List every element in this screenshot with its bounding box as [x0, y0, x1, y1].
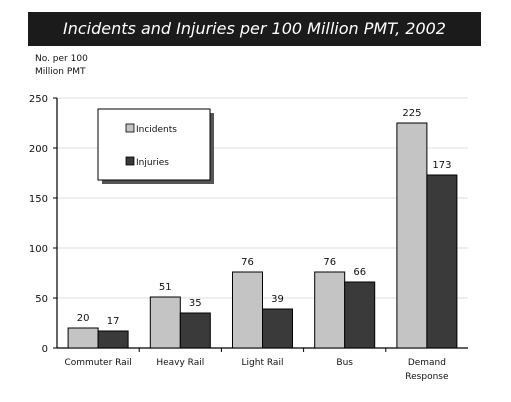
data-label-incidents-0: 20 — [77, 313, 90, 324]
x-tick-label-2: Light Rail — [242, 358, 284, 368]
y-tick-label-0: 0 — [42, 344, 48, 355]
data-label-injuries-0: 17 — [107, 316, 120, 327]
data-label-injuries-3: 66 — [353, 267, 366, 278]
x-tick-label-4-line-1: Response — [405, 372, 449, 382]
chart-title-bar: Incidents and Injuries per 100 Million P… — [28, 12, 481, 46]
y-tick-label-50: 50 — [35, 294, 48, 305]
data-label-injuries-2: 39 — [271, 294, 284, 305]
y-tick-label-150: 150 — [29, 194, 48, 205]
x-tick-label-3: Bus — [336, 358, 353, 368]
legend-swatch-injuries — [125, 156, 135, 166]
legend-swatch-incidents — [125, 123, 135, 133]
y-axis-label: No. per 100 Million PMT — [35, 54, 88, 77]
bar-incidents-1 — [149, 296, 181, 349]
x-tick-label-4: Demand — [408, 358, 446, 368]
data-label-incidents-3: 76 — [323, 257, 336, 268]
legend-label-incidents: Incidents — [136, 125, 177, 135]
bar-injuries-1 — [179, 312, 211, 349]
legend-label-injuries: Injuries — [136, 158, 169, 168]
x-tick-label-1: Heavy Rail — [156, 358, 204, 368]
data-label-injuries-1: 35 — [189, 298, 202, 309]
data-label-injuries-4: 173 — [432, 160, 451, 171]
bar-injuries-2 — [262, 308, 293, 349]
data-label-incidents-1: 51 — [159, 282, 172, 293]
bar-injuries-0 — [97, 330, 129, 349]
bar-injuries-3 — [344, 281, 376, 349]
bar-incidents-3 — [314, 271, 346, 349]
x-tick-label-0: Commuter Rail — [64, 358, 131, 368]
data-label-incidents-2: 76 — [241, 257, 254, 268]
bar-incidents-4 — [396, 122, 428, 349]
bar-injuries-4 — [426, 174, 458, 349]
y-tick-label-250: 250 — [29, 94, 48, 105]
data-label-incidents-4: 225 — [402, 108, 421, 119]
chart-title: Incidents and Injuries per 100 Million P… — [63, 19, 446, 38]
legend-box — [97, 108, 211, 181]
y-tick-label-200: 200 — [29, 144, 48, 155]
bar-incidents-0 — [67, 327, 99, 349]
bar-incidents-2 — [232, 271, 263, 349]
y-tick-label-100: 100 — [29, 244, 48, 255]
